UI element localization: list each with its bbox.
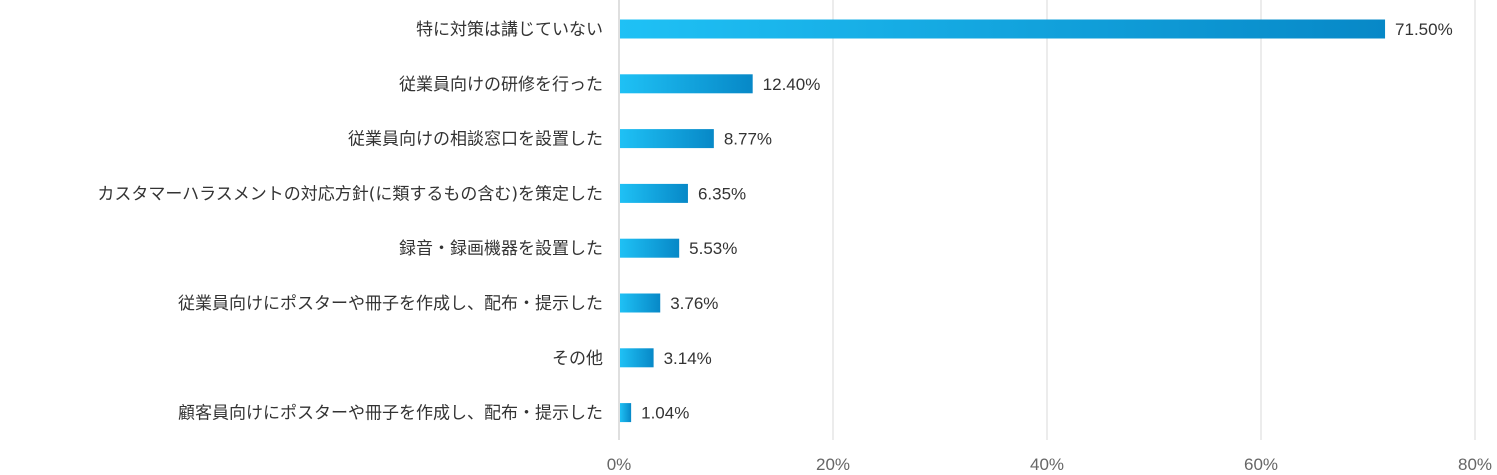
data-label: 6.35% <box>698 184 746 203</box>
x-tick-label: 20% <box>816 455 850 474</box>
gridlines <box>618 0 1476 440</box>
x-tick-label: 40% <box>1030 455 1064 474</box>
data-label: 3.14% <box>664 349 712 368</box>
data-label: 5.53% <box>689 239 737 258</box>
x-tick-label: 80% <box>1458 455 1492 474</box>
bar <box>620 293 661 313</box>
bar <box>620 348 654 368</box>
bar <box>620 19 1386 39</box>
bar <box>620 238 680 258</box>
category-label: カスタマーハラスメントの対応方針(に類するもの含む)を策定した <box>97 184 603 204</box>
bar <box>620 74 753 94</box>
category-label: 従業員向けの相談窓口を設置した <box>348 130 603 150</box>
x-tick-label: 0% <box>607 455 632 474</box>
category-label: 従業員向けの研修を行った <box>399 75 603 95</box>
category-label: 顧客員向けにポスターや冊子を作成し、配布・提示した <box>178 404 603 424</box>
category-label: 従業員向けにポスターや冊子を作成し、配布・提示した <box>178 294 603 314</box>
data-label: 8.77% <box>724 130 772 149</box>
bar <box>620 403 632 423</box>
data-label: 1.04% <box>641 404 689 423</box>
data-label: 12.40% <box>763 75 821 94</box>
data-label: 3.76% <box>670 294 718 313</box>
bar <box>620 183 688 203</box>
category-label: 録音・録画機器を設置した <box>399 239 603 259</box>
labels: 0% 20% 40% 60% 80% 特に対策は講じていない 71.50% 従業員向けの研修を… <box>97 20 1492 474</box>
bar <box>620 129 714 149</box>
category-label: 特に対策は講じていない <box>416 20 603 40</box>
data-label: 71.50% <box>1395 20 1453 39</box>
x-tick-label: 60% <box>1244 455 1278 474</box>
bars <box>620 19 1386 423</box>
category-label: その他 <box>552 349 603 369</box>
